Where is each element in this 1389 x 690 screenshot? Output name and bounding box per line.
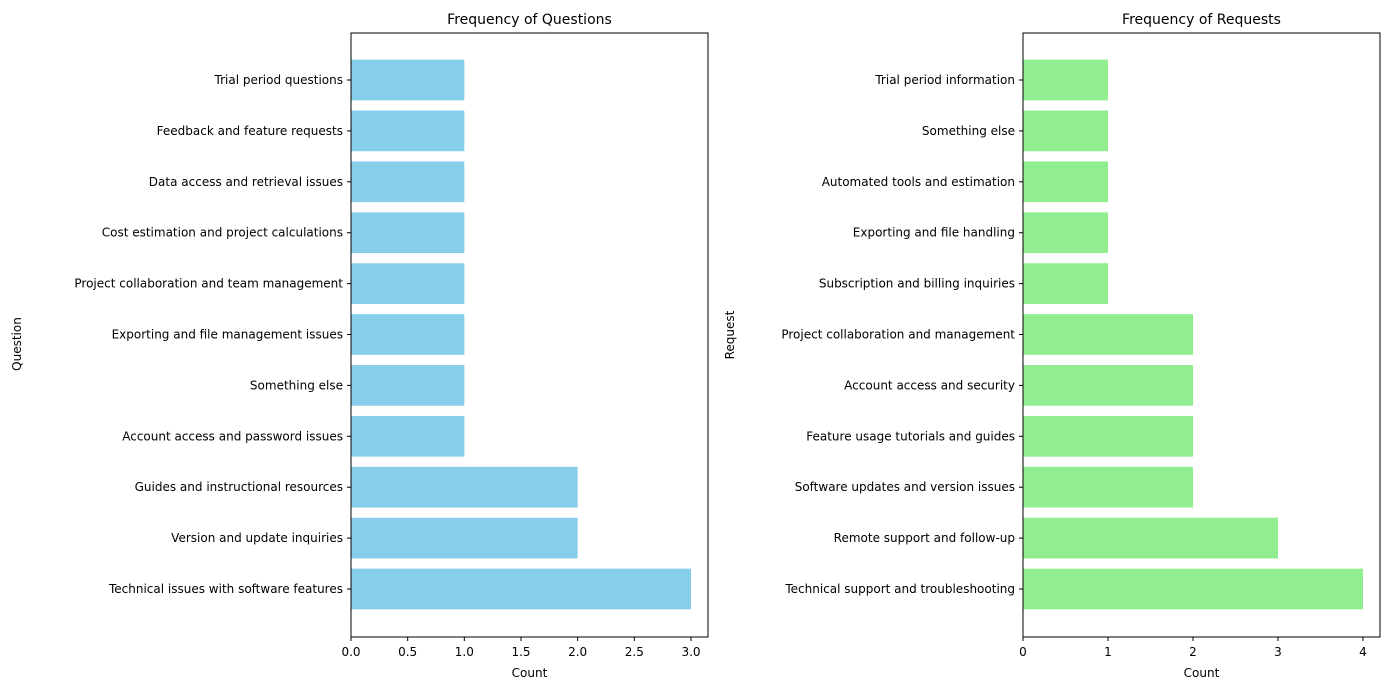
requests-bar (1023, 568, 1363, 610)
questions-x-tick-label: 0.0 (341, 645, 360, 659)
questions-y-tick-label: Trial period questions (214, 73, 343, 87)
questions-bar (351, 314, 465, 355)
requests-plot-frame (1022, 32, 1381, 638)
questions-y-tick-label: Guides and instructional resources (135, 480, 343, 494)
requests-y-tick-label: Something else (922, 124, 1015, 138)
requests-y-tick-label: Trial period information (874, 73, 1015, 87)
questions-y-tick-label: Data access and retrieval issues (149, 175, 343, 189)
requests-y-axis-label: Request (723, 310, 737, 359)
requests-bar (1023, 365, 1193, 406)
requests-bar (1023, 466, 1193, 508)
requests-x-tick-label: 3 (1274, 645, 1282, 659)
requests-bar (1023, 263, 1108, 304)
questions-bars (351, 59, 691, 610)
requests-bar (1023, 59, 1108, 101)
requests-y-tick-label: Software updates and version issues (795, 480, 1015, 494)
requests-bar (1023, 517, 1278, 559)
questions-bar (351, 110, 465, 152)
requests-bar (1023, 161, 1108, 203)
questions-chart-title: Frequency of Questions (447, 12, 612, 28)
requests-y-tick-label: Subscription and billing inquiries (819, 277, 1015, 291)
questions-x-tick-label: 1.0 (455, 645, 474, 659)
questions-x-axis-label: Count (512, 666, 548, 680)
questions-y-tick-label: Cost estimation and project calculations (102, 226, 343, 240)
requests-bar (1023, 110, 1108, 152)
questions-x-tick-label: 2.5 (625, 645, 644, 659)
questions-bar (351, 263, 465, 304)
requests-bar (1023, 415, 1193, 457)
requests-y-tick-label: Automated tools and estimation (822, 175, 1015, 189)
questions-x-tick-label: 3.0 (681, 645, 700, 659)
questions-y-tick-label: Feedback and feature requests (157, 124, 343, 138)
questions-y-tick-label: Account access and password issues (122, 429, 343, 443)
questions-y-tick-label: Exporting and file management issues (112, 328, 343, 342)
questions-x-tick-label: 2.0 (568, 645, 587, 659)
questions-bar (351, 568, 691, 610)
questions-y-tick-label: Version and update inquiries (171, 531, 343, 545)
requests-y-tick-label: Remote support and follow-up (834, 531, 1015, 545)
requests-y-tick-label: Account access and security (844, 378, 1015, 392)
requests-y-tick-label: Feature usage tutorials and guides (806, 429, 1015, 443)
questions-bar (351, 212, 465, 254)
questions-y-tick-label: Project collaboration and team managemen… (74, 277, 343, 291)
questions-y-tick-label: Technical issues with software features (108, 582, 343, 596)
questions-bar (351, 161, 465, 203)
questions-x-tick-label: 0.5 (398, 645, 417, 659)
requests-chart: Frequency of Requests Count Request Tech… (723, 12, 1381, 680)
requests-x-tick-label: 0 (1019, 645, 1027, 659)
questions-bar (351, 517, 578, 559)
questions-plot-frame (350, 32, 709, 638)
requests-y-tick-label: Technical support and troubleshooting (784, 582, 1015, 596)
questions-bar (351, 59, 465, 101)
requests-bar (1023, 314, 1193, 355)
questions-bar (351, 365, 465, 406)
questions-y-tick-label: Something else (250, 378, 343, 392)
requests-chart-title: Frequency of Requests (1122, 12, 1281, 28)
questions-x-ticks: 0.0 0.5 1.0 1.5 2.0 2.5 3.0 (341, 637, 701, 659)
questions-y-axis-label: Question (10, 317, 24, 371)
requests-bar (1023, 212, 1108, 254)
requests-y-tick-label: Project collaboration and management (781, 328, 1015, 342)
requests-bars (1023, 59, 1363, 610)
questions-chart: Frequency of Questions Count Question Te… (10, 12, 709, 680)
requests-x-ticks: 0 1 2 3 4 (1019, 637, 1367, 659)
requests-x-tick-label: 4 (1359, 645, 1367, 659)
requests-y-tick-label: Exporting and file handling (853, 226, 1015, 240)
questions-bar (351, 415, 465, 457)
questions-x-tick-label: 1.5 (511, 645, 530, 659)
requests-y-ticks: Technical support and troubleshooting Rem… (781, 73, 1023, 596)
questions-y-ticks: Technical issues with software features V… (74, 73, 351, 596)
requests-x-tick-label: 1 (1104, 645, 1112, 659)
questions-bar (351, 466, 578, 508)
requests-x-tick-label: 2 (1189, 645, 1197, 659)
requests-x-axis-label: Count (1184, 666, 1220, 680)
